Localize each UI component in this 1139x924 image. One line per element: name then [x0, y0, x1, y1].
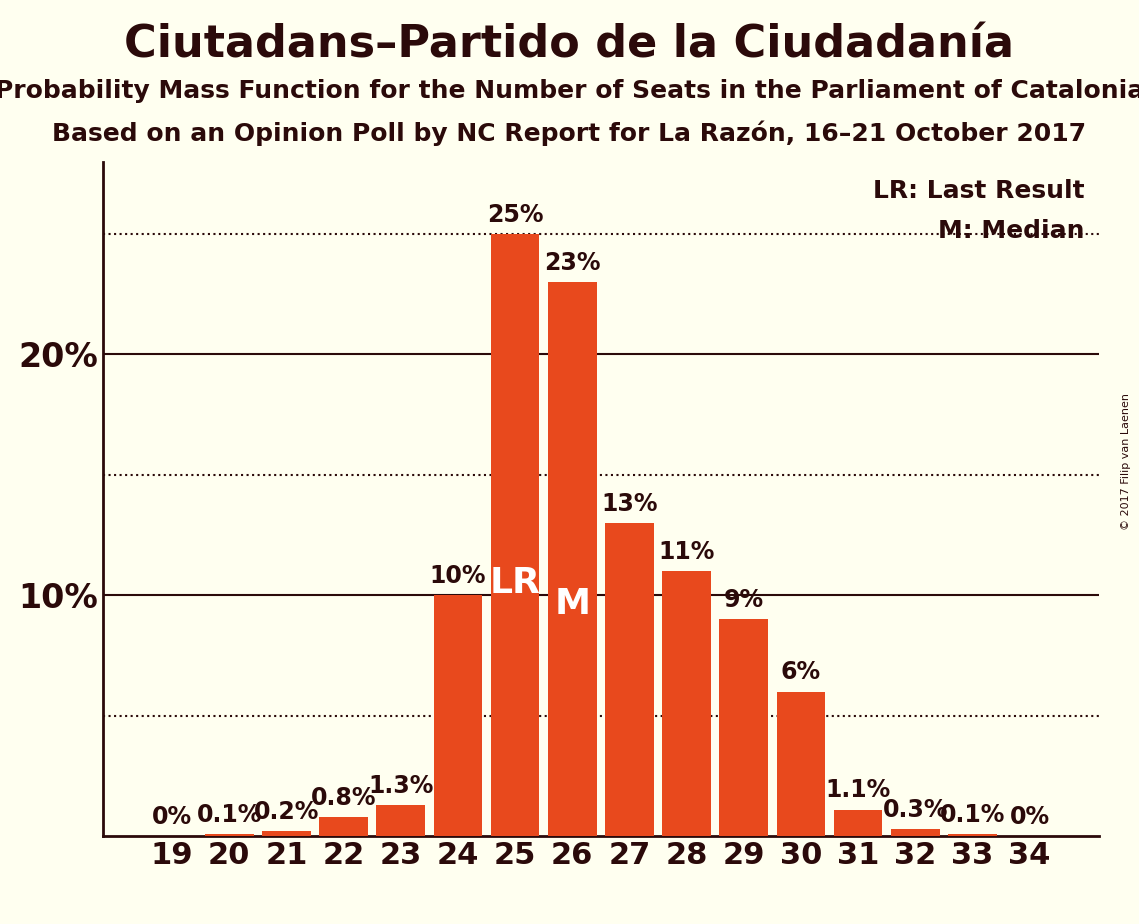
- Text: 6%: 6%: [781, 661, 821, 685]
- Bar: [948, 833, 997, 836]
- Text: 0.2%: 0.2%: [254, 800, 319, 824]
- Text: 0.8%: 0.8%: [311, 785, 376, 809]
- Text: 0%: 0%: [1009, 805, 1050, 829]
- Bar: [548, 282, 597, 836]
- Text: Based on an Opinion Poll by NC Report for La Razón, 16–21 October 2017: Based on an Opinion Poll by NC Report fo…: [52, 120, 1087, 146]
- Text: 1.1%: 1.1%: [826, 779, 891, 802]
- Bar: [891, 829, 940, 836]
- Text: M: Median: M: Median: [937, 219, 1084, 243]
- Text: 0%: 0%: [151, 805, 192, 829]
- Bar: [777, 692, 825, 836]
- Bar: [262, 832, 311, 836]
- Text: 0.3%: 0.3%: [883, 797, 948, 821]
- Text: 13%: 13%: [601, 492, 657, 516]
- Text: LR: Last Result: LR: Last Result: [872, 178, 1084, 202]
- Text: Ciutadans–Partido de la Ciudadanía: Ciutadans–Partido de la Ciudadanía: [124, 23, 1015, 67]
- Bar: [434, 595, 482, 836]
- Bar: [720, 619, 768, 836]
- Bar: [205, 833, 254, 836]
- Text: 23%: 23%: [544, 251, 600, 275]
- Text: 1.3%: 1.3%: [368, 773, 434, 797]
- Text: 11%: 11%: [658, 540, 715, 564]
- Bar: [377, 805, 425, 836]
- Text: 25%: 25%: [486, 202, 543, 226]
- Bar: [605, 523, 654, 836]
- Bar: [319, 817, 368, 836]
- Text: 10%: 10%: [429, 564, 486, 588]
- Text: 0.1%: 0.1%: [197, 803, 262, 827]
- Text: © 2017 Filip van Laenen: © 2017 Filip van Laenen: [1121, 394, 1131, 530]
- Text: Probability Mass Function for the Number of Seats in the Parliament of Catalonia: Probability Mass Function for the Number…: [0, 79, 1139, 103]
- Bar: [662, 571, 711, 836]
- Bar: [834, 809, 883, 836]
- Bar: [491, 234, 540, 836]
- Text: LR: LR: [490, 566, 541, 601]
- Text: M: M: [555, 587, 590, 621]
- Text: 0.1%: 0.1%: [940, 803, 1005, 827]
- Text: 9%: 9%: [723, 589, 764, 613]
